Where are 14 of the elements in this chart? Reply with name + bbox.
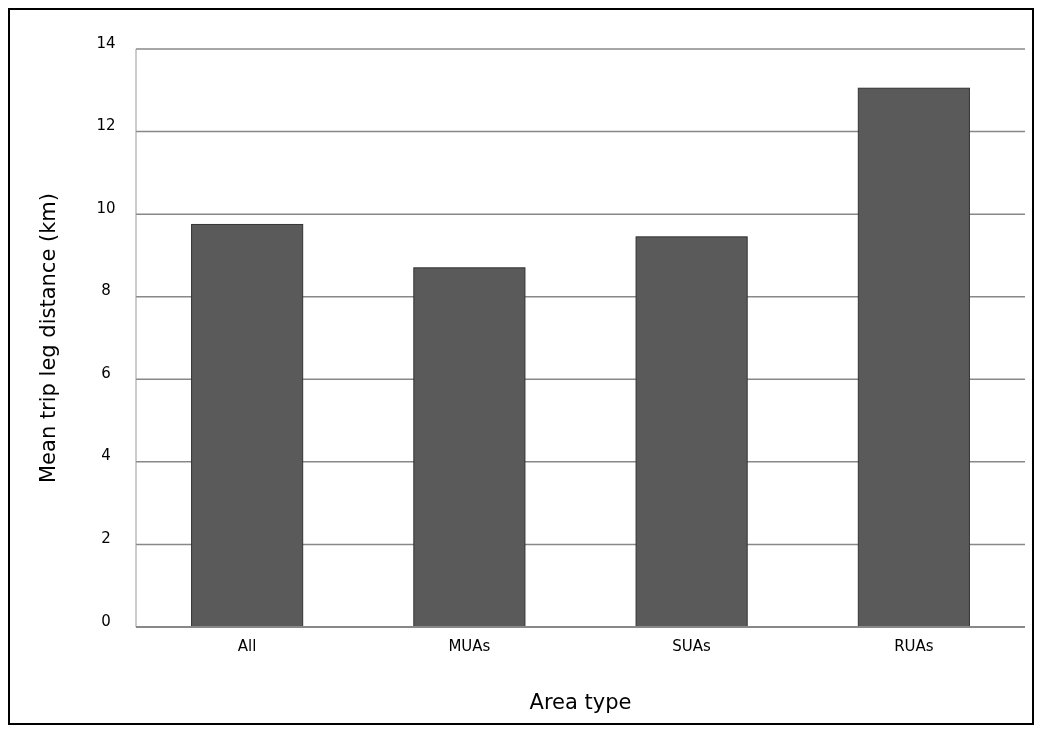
- y-tick-label: 2: [101, 528, 111, 547]
- y-tick-label: 0: [101, 611, 111, 630]
- y-tick-label: 8: [101, 281, 111, 300]
- x-axis-title: Area type: [529, 690, 632, 714]
- y-axis-title: Mean trip leg distance (km): [36, 192, 60, 484]
- y-tick-label: 4: [101, 446, 111, 465]
- x-tick-label: SUAs: [672, 637, 712, 655]
- y-tick-label: 12: [96, 116, 116, 135]
- x-tick-label: All: [237, 637, 257, 655]
- y-tick-label: 6: [101, 363, 111, 382]
- y-tick-label: 10: [96, 198, 116, 217]
- x-tick-label: RUAs: [894, 637, 934, 655]
- y-tick-label: 14: [96, 33, 116, 52]
- x-tick-label: MUAs: [448, 637, 491, 655]
